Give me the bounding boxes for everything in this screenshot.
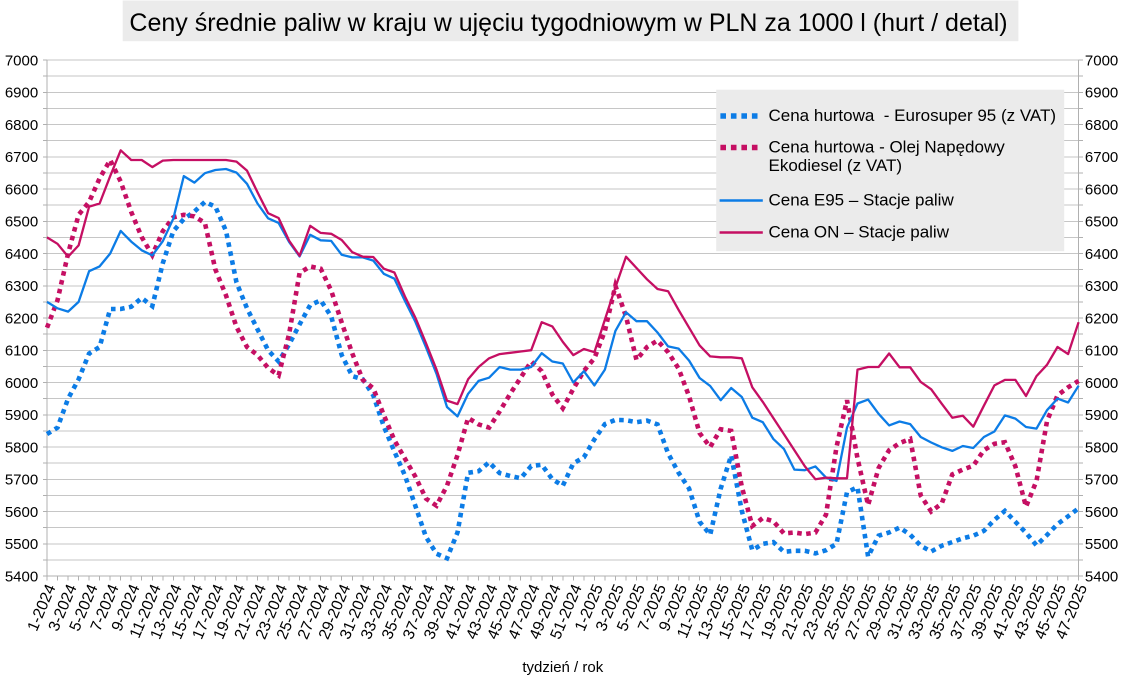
- svg-text:6200: 6200: [5, 310, 38, 327]
- svg-text:6500: 6500: [5, 214, 38, 231]
- svg-text:6400: 6400: [5, 246, 38, 263]
- svg-text:6000: 6000: [5, 375, 38, 392]
- svg-text:6700: 6700: [1085, 149, 1118, 166]
- svg-text:Cena hurtowa - Eurosuper 95 (: Cena hurtowa - Eurosuper 95 (z VAT): [769, 106, 1057, 125]
- svg-text:tydzień / rok: tydzień / rok: [522, 659, 603, 676]
- svg-text:6600: 6600: [1085, 181, 1118, 198]
- svg-text:6800: 6800: [5, 117, 38, 134]
- svg-text:6900: 6900: [5, 85, 38, 102]
- svg-text:5600: 5600: [5, 504, 38, 521]
- svg-text:5400: 5400: [1085, 568, 1118, 585]
- svg-text:5700: 5700: [1085, 472, 1118, 489]
- svg-text:Cena ON – Stacje paliw: Cena ON – Stacje paliw: [769, 223, 950, 242]
- svg-text:6700: 6700: [5, 149, 38, 166]
- svg-text:5900: 5900: [1085, 407, 1118, 424]
- svg-text:6200: 6200: [1085, 310, 1118, 327]
- svg-text:Ekodiesel (z VAT): Ekodiesel (z VAT): [769, 156, 903, 175]
- svg-text:5900: 5900: [5, 407, 38, 424]
- svg-text:7000: 7000: [5, 52, 38, 69]
- svg-text:6100: 6100: [5, 343, 38, 360]
- svg-text:5500: 5500: [1085, 536, 1118, 553]
- svg-text:6400: 6400: [1085, 246, 1118, 263]
- svg-text:6800: 6800: [1085, 117, 1118, 134]
- svg-text:6300: 6300: [1085, 278, 1118, 295]
- svg-text:6000: 6000: [1085, 375, 1118, 392]
- svg-text:5400: 5400: [5, 568, 38, 585]
- svg-text:7000: 7000: [1085, 52, 1118, 69]
- svg-text:5700: 5700: [5, 472, 38, 489]
- svg-text:6100: 6100: [1085, 343, 1118, 360]
- svg-text:Cena hurtowa - Olej Napędowy: Cena hurtowa - Olej Napędowy: [769, 138, 1006, 157]
- svg-text:5800: 5800: [1085, 439, 1118, 456]
- svg-text:6500: 6500: [1085, 214, 1118, 231]
- svg-text:5500: 5500: [5, 536, 38, 553]
- svg-text:6300: 6300: [5, 278, 38, 295]
- svg-text:6900: 6900: [1085, 85, 1118, 102]
- svg-text:6600: 6600: [5, 181, 38, 198]
- svg-text:5800: 5800: [5, 439, 38, 456]
- svg-text:Cena E95 – Stacje paliw: Cena E95 – Stacje paliw: [769, 191, 955, 210]
- svg-text:Ceny średnie paliw w kraju w u: Ceny średnie paliw w kraju w ujęciu tygo…: [129, 9, 1007, 37]
- svg-text:5600: 5600: [1085, 504, 1118, 521]
